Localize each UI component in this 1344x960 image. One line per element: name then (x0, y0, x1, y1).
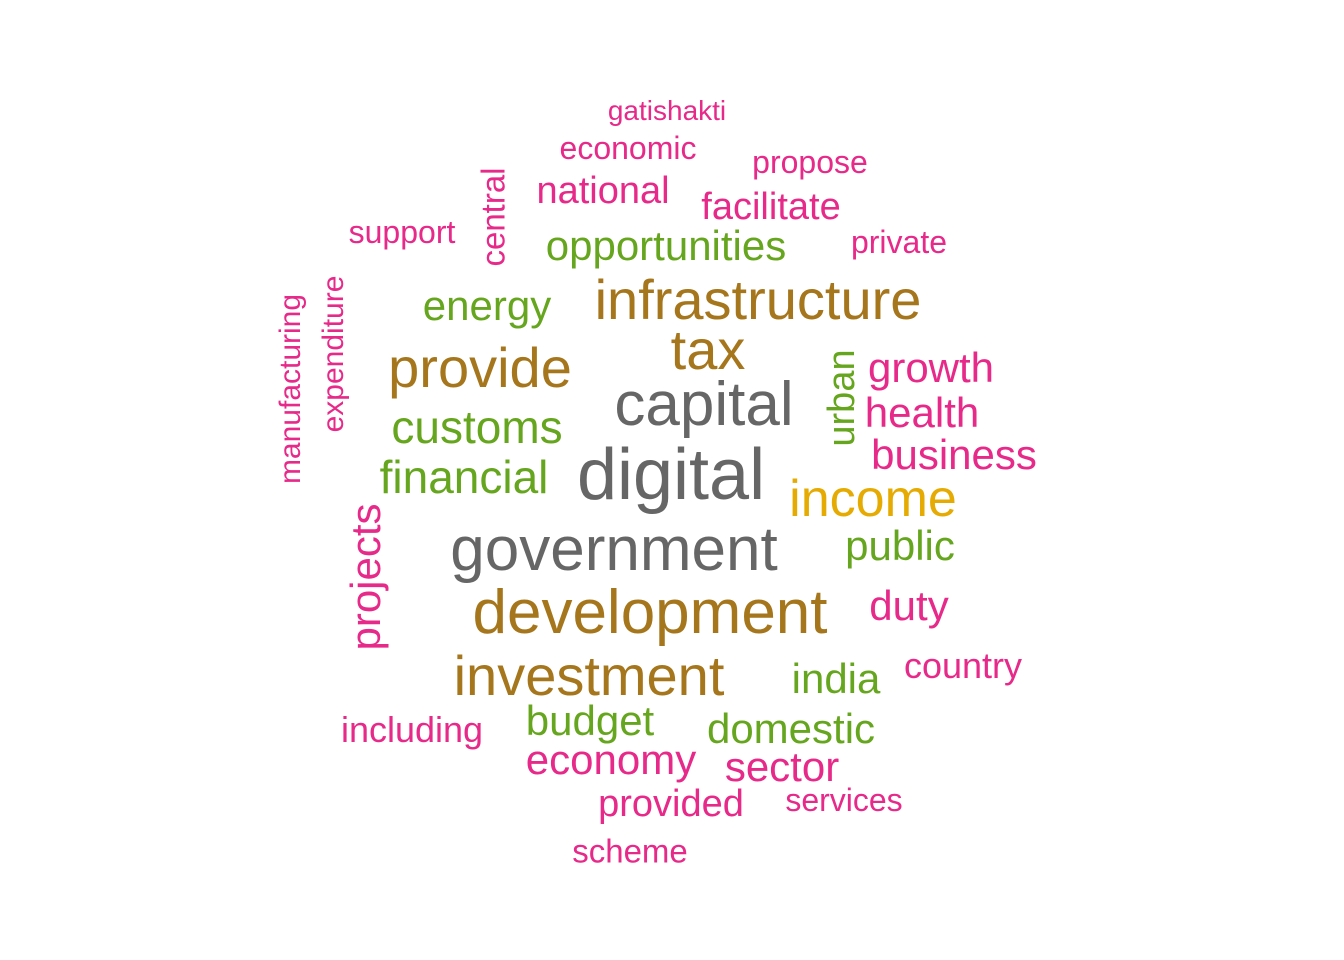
word-gatishakti: gatishakti (607, 95, 727, 126)
word-investment: investment (453, 644, 725, 707)
word-support: support (348, 214, 456, 250)
word-manufacturing: manufacturing (274, 293, 307, 485)
word-tax: tax (670, 318, 746, 381)
word-income: income (789, 470, 957, 528)
word-opportunities: opportunities (545, 222, 787, 269)
word-country: country (903, 645, 1023, 686)
word-financial: financial (379, 451, 549, 503)
word-services: services (785, 782, 903, 818)
word-capital: capital (614, 370, 794, 439)
word-facilitate: facilitate (701, 186, 841, 228)
word-customs: customs (391, 401, 563, 453)
word-scheme: scheme (572, 832, 688, 870)
word-business: business (871, 431, 1037, 478)
word-development: development (472, 578, 828, 647)
word-economic: economic (559, 130, 697, 166)
word-duty: duty (869, 582, 949, 629)
word-propose: propose (752, 144, 868, 180)
word-central: central (474, 167, 512, 267)
word-sector: sector (724, 743, 840, 790)
word-digital: digital (576, 435, 766, 515)
word-public: public (845, 522, 955, 569)
word-economy: economy (525, 736, 697, 783)
word-budget: budget (525, 697, 655, 744)
word-growth: growth (867, 344, 995, 391)
word-health: health (864, 389, 980, 436)
word-expenditure: expenditure (317, 275, 350, 433)
word-private: private (850, 224, 948, 260)
word-urban: urban (821, 349, 863, 447)
word-provide: provide (388, 336, 572, 399)
word-including: including (340, 709, 484, 750)
word-government: government (450, 515, 778, 584)
word-domestic: domestic (706, 705, 876, 752)
word-infrastructure: infrastructure (594, 268, 922, 331)
word-india: india (791, 655, 881, 702)
word-provided: provided (598, 783, 744, 825)
word-projects: projects (342, 503, 389, 651)
word-national: national (536, 170, 670, 212)
word-energy: energy (422, 282, 552, 329)
